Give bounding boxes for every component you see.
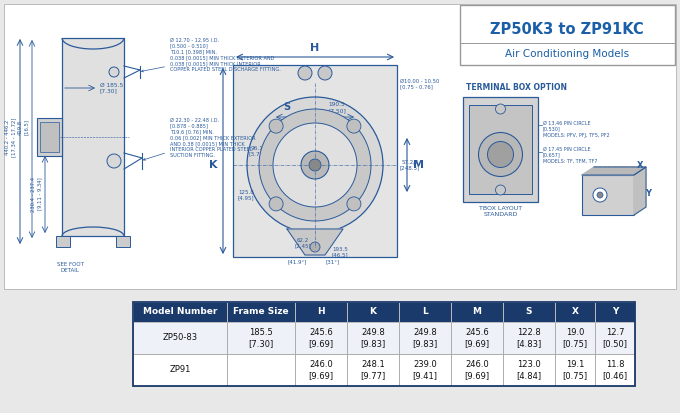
Bar [555, 354, 595, 386]
Circle shape [496, 185, 505, 195]
Text: SEE FOOT
DETAIL: SEE FOOT DETAIL [56, 262, 84, 273]
Text: 12.7
[0.50]: 12.7 [0.50] [602, 328, 628, 348]
Bar [116, 236, 130, 247]
Text: M: M [473, 308, 481, 316]
Text: 190.5
[7.50]: 190.5 [7.50] [328, 102, 346, 113]
Bar [469, 105, 532, 194]
Text: 122.8
[4.83]: 122.8 [4.83] [516, 328, 542, 348]
Polygon shape [582, 167, 646, 175]
Text: 245.6
[9.69]: 245.6 [9.69] [309, 328, 334, 348]
Text: L: L [422, 308, 428, 316]
Text: ZP91: ZP91 [169, 366, 190, 375]
Text: 245.6
[9.69]: 245.6 [9.69] [464, 328, 490, 348]
Bar [582, 175, 634, 215]
Text: 19.0
[0.75]: 19.0 [0.75] [562, 328, 588, 348]
Circle shape [597, 192, 603, 198]
Bar [460, 5, 675, 65]
Circle shape [247, 97, 383, 233]
Text: Ø 185.5
[7.30]: Ø 185.5 [7.30] [100, 83, 123, 93]
Bar [347, 302, 399, 322]
Text: H: H [310, 43, 320, 53]
Text: 248.1
[9.77]: 248.1 [9.77] [360, 360, 386, 380]
Circle shape [298, 66, 312, 80]
Bar [40, 122, 59, 152]
Circle shape [488, 142, 513, 168]
Circle shape [479, 133, 522, 176]
Text: K: K [209, 160, 217, 170]
Circle shape [269, 197, 283, 211]
Bar [233, 65, 397, 257]
Text: Model Number: Model Number [143, 308, 217, 316]
Text: 246.0
[9.69]: 246.0 [9.69] [309, 360, 334, 380]
Circle shape [273, 123, 357, 207]
Circle shape [496, 104, 505, 114]
Bar [595, 322, 635, 354]
Text: H: H [317, 308, 325, 316]
Bar [347, 322, 399, 354]
Bar [503, 302, 555, 322]
Text: 419.8
[16.5]: 419.8 [16.5] [18, 119, 29, 135]
Text: 230.4 - 237.4
[9.11 - 9.34]: 230.4 - 237.4 [9.11 - 9.34] [31, 176, 42, 211]
Circle shape [310, 242, 320, 252]
Circle shape [347, 197, 361, 211]
Text: TERMINAL BOX OPTION: TERMINAL BOX OPTION [466, 83, 567, 92]
Text: 62.2
[2.45]: 62.2 [2.45] [294, 238, 311, 249]
Text: Ø 22.30 - 22.48 I.D.
[0.878 - 0.885]
T19.6 [0.76] MIN.
0.06 [0.002] MIN THICK EX: Ø 22.30 - 22.48 I.D. [0.878 - 0.885] T19… [143, 118, 256, 160]
Bar [227, 354, 295, 386]
Circle shape [109, 67, 119, 77]
Text: 11.8
[0.46]: 11.8 [0.46] [602, 360, 628, 380]
Bar [451, 354, 503, 386]
Text: Ø 17.45 PIN CIRCLE
[0.657]
MODELS: TF, TFM, TF7: Ø 17.45 PIN CIRCLE [0.657] MODELS: TF, T… [543, 147, 598, 164]
Text: ZP50K3 to ZP91KC: ZP50K3 to ZP91KC [490, 21, 644, 36]
Bar [295, 322, 347, 354]
Text: S: S [284, 102, 290, 112]
Circle shape [107, 154, 121, 168]
Bar [133, 302, 635, 386]
Text: 440.2 - 446.2
[17.34 - 17.72]: 440.2 - 446.2 [17.34 - 17.72] [5, 117, 16, 157]
Bar [56, 236, 70, 247]
Circle shape [301, 151, 329, 179]
Bar [227, 302, 295, 322]
Bar [503, 322, 555, 354]
Bar [399, 322, 451, 354]
Text: FOOT DETAIL: FOOT DETAIL [594, 166, 636, 171]
Text: [31°]: [31°] [326, 259, 340, 264]
Text: S: S [526, 308, 532, 316]
Text: TBOX LAYOUT
STANDARD: TBOX LAYOUT STANDARD [479, 206, 522, 217]
Bar [451, 322, 503, 354]
Polygon shape [287, 229, 343, 255]
Text: Air Conditioning Models: Air Conditioning Models [505, 49, 629, 59]
Text: 125.8
[4.95]: 125.8 [4.95] [238, 190, 254, 200]
Bar [503, 354, 555, 386]
Bar [62, 38, 124, 236]
Text: 249.8
[9.83]: 249.8 [9.83] [412, 328, 438, 348]
Text: 96.1
[3.75]: 96.1 [3.75] [248, 146, 266, 157]
Bar [595, 354, 635, 386]
Bar [399, 302, 451, 322]
Text: 19.1
[0.75]: 19.1 [0.75] [562, 360, 588, 380]
Text: Frame Size: Frame Size [233, 308, 289, 316]
Bar [347, 354, 399, 386]
Text: 57.2/5
[248.5]: 57.2/5 [248.5] [400, 160, 420, 171]
Circle shape [269, 119, 283, 133]
Bar [133, 354, 227, 386]
Bar [595, 302, 635, 322]
Bar [463, 97, 538, 202]
Bar [133, 322, 227, 354]
Text: M: M [413, 160, 424, 170]
Text: 193.5
[46.5]: 193.5 [46.5] [332, 247, 348, 258]
Text: Y: Y [612, 308, 618, 316]
Circle shape [309, 159, 321, 171]
Polygon shape [634, 167, 646, 215]
Text: X: X [636, 161, 643, 169]
Text: 249.8
[9.83]: 249.8 [9.83] [360, 328, 386, 348]
Text: 123.0
[4.84]: 123.0 [4.84] [516, 360, 541, 380]
Bar [37, 118, 62, 156]
Text: Ø 12.70 - 12.95 I.D.
[0.500 - 0.510]
T10.1 [0.398] MIN.
0.038 [0.0015] MIN THICK: Ø 12.70 - 12.95 I.D. [0.500 - 0.510] T10… [141, 38, 281, 72]
Bar [555, 322, 595, 354]
Text: 246.0
[9.69]: 246.0 [9.69] [464, 360, 490, 380]
Text: Ø10.00 - 10.50
[0.75 - 0.76]: Ø10.00 - 10.50 [0.75 - 0.76] [400, 79, 439, 90]
Circle shape [259, 109, 371, 221]
Bar [4, 4, 676, 289]
Bar [133, 302, 227, 322]
